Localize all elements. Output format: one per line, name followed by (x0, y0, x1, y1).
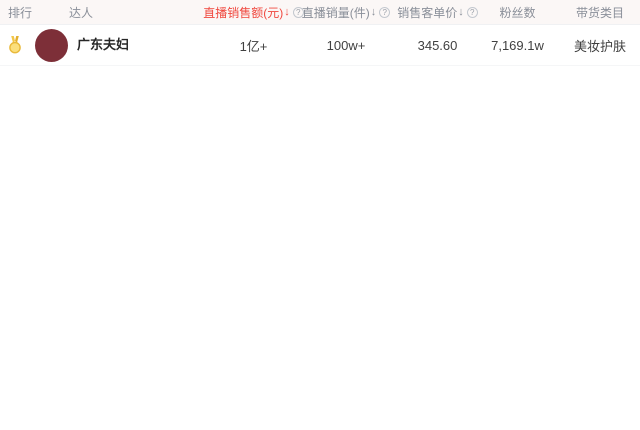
header-fans-count-label: 粉丝数 (499, 5, 536, 20)
fans-count-value: 7,169.1w (491, 37, 544, 53)
header-category: 带货类目 (560, 4, 640, 21)
header-live-sales-volume[interactable]: 直播销量(件) ↓ ? (292, 4, 400, 21)
header-live-sales-volume-label: 直播销量(件) (301, 5, 370, 20)
header-rank: 排行 (0, 4, 33, 21)
sales-amount-value: 1亿+ (239, 38, 268, 54)
rank-cell (0, 36, 30, 54)
table-body: 广东夫妇 1亿+ 100w+ 345.60 7,169.1w 美妆护肤 (0, 25, 640, 66)
talent-cell: 广东夫妇 (30, 28, 215, 62)
talent-name-wrap: 广东夫妇 (77, 36, 129, 54)
help-icon[interactable]: ? (379, 6, 391, 18)
header-unit-price-label: 销售客单价 (397, 5, 458, 20)
avatar[interactable] (35, 28, 68, 62)
header-talent-label: 达人 (69, 5, 94, 20)
help-icon[interactable]: ? (466, 6, 478, 18)
talent-name[interactable]: 广东夫妇 (77, 37, 130, 53)
header-live-sales-amount[interactable]: 直播销售额(元) ↓ ? (203, 4, 304, 21)
help-icon[interactable]: ? (292, 6, 304, 18)
table-header: 排行 达人 直播销售额(元) ↓ ? 直播销量(件) ↓ ? 销售客单价 ↓ ?… (0, 0, 640, 25)
sort-desc-icon: ↓ (458, 5, 464, 18)
table-row[interactable]: 广东夫妇 1亿+ 100w+ 345.60 7,169.1w 美妆护肤 (0, 25, 640, 66)
header-rank-label: 排行 (8, 5, 33, 20)
header-category-label: 带货类目 (575, 5, 624, 20)
medal-icon (9, 36, 21, 54)
sort-desc-icon: ↓ (284, 5, 290, 18)
sales-volume-value: 100w+ (326, 37, 366, 53)
header-fans-count: 粉丝数 (475, 4, 560, 21)
header-live-sales-amount-label: 直播销售额(元) (203, 5, 284, 20)
header-unit-price[interactable]: 销售客单价 ↓ ? (397, 4, 478, 21)
header-talent: 达人 (30, 4, 215, 21)
sort-desc-icon: ↓ (370, 5, 377, 18)
unit-price-value: 345.60 (417, 37, 458, 53)
category-value: 美妆护肤 (573, 38, 626, 54)
